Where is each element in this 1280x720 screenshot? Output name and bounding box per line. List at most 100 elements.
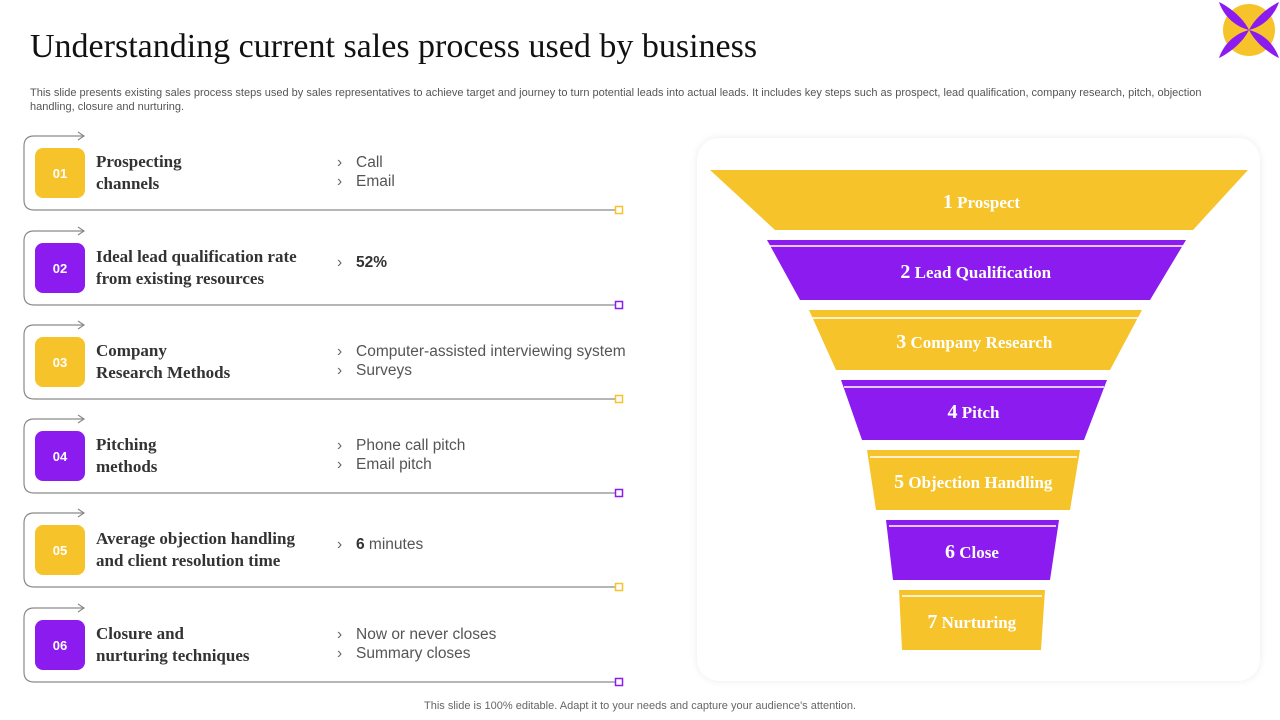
funnel-stage-label: 6 Close [945, 541, 999, 563]
step-detail-item: › Email [337, 172, 637, 191]
step-number-badge: 01 [35, 148, 85, 198]
step-bracket [23, 226, 624, 310]
chevron-right-icon: › [337, 626, 343, 643]
step-detail-item: › Phone call pitch [337, 436, 637, 455]
step-item: 05 Average objection handling and client r… [22, 508, 632, 592]
funnel-stage-label: 7 Nurturing [927, 611, 1016, 633]
funnel-stage-label: 3 Company Research [896, 331, 1053, 353]
step-bracket [23, 414, 624, 498]
step-number-badge: 02 [35, 243, 85, 293]
step-item: 04 Pitching methods › Phone call pitch › Email… [22, 414, 632, 498]
detail-text: Now or never closes [356, 626, 497, 643]
step-details: › 6 minutes [337, 535, 637, 554]
step-title: Prospecting channels [96, 151, 336, 195]
page-title: Understanding current sales process used… [30, 28, 758, 65]
funnel-card: 1 Prospect 2 Lead Qualification 3 Company … [697, 138, 1260, 681]
funnel-stage [767, 240, 1186, 300]
funnel-stage-name: Nurturing [942, 613, 1017, 632]
funnel-stage-label: 1 Prospect [943, 191, 1021, 213]
step-detail-item: › Surveys [337, 361, 637, 380]
step-title: Ideal lead qualification rate from existi… [96, 246, 336, 290]
step-bracket [23, 508, 624, 592]
funnel-stage [710, 170, 1248, 230]
funnel-stage [809, 310, 1142, 370]
step-details: › Phone call pitch › Email pitch [337, 436, 637, 474]
step-item: 06 Closure and nurturing techniques › Now or… [22, 603, 632, 687]
step-bracket [23, 320, 624, 404]
sales-funnel: 1 Prospect 2 Lead Qualification 3 Company … [710, 170, 1248, 650]
step-bracket [23, 131, 624, 215]
step-number-badge: 04 [35, 431, 85, 481]
step-title-line: channels [96, 174, 160, 193]
funnel-stage [886, 520, 1059, 580]
step-item: 01 Prospecting channels › Call › Email [22, 131, 632, 215]
step-title: Closure and nurturing techniques [96, 623, 336, 667]
funnel-stage [867, 450, 1080, 510]
step-detail-item: › Now or never closes [337, 625, 637, 644]
step-title: Company Research Methods [96, 340, 336, 384]
funnel-stage-number: 7 [927, 611, 937, 633]
funnel-stage-number: 4 [947, 401, 957, 423]
step-title: Pitching methods [96, 434, 336, 478]
funnel-stage-label: 5 Objection Handling [894, 471, 1053, 493]
step-bracket [23, 603, 624, 687]
detail-text: Phone call pitch [356, 437, 466, 454]
step-detail-item: › 52% [337, 253, 637, 272]
step-detail-item: › Summary closes [337, 644, 637, 663]
step-title: Average objection handling and client res… [96, 528, 336, 572]
chevron-right-icon: › [337, 456, 343, 473]
step-detail-item: › Email pitch [337, 455, 637, 474]
step-details: › Computer-assisted interviewing system › S… [337, 342, 637, 380]
funnel-stage-number: 1 [943, 191, 953, 213]
step-title-line: Prospecting [96, 152, 182, 171]
step-number-badge: 03 [35, 337, 85, 387]
step-title-line: and client resolution time [96, 551, 281, 570]
funnel-stage-number: 5 [894, 471, 904, 493]
step-title-line: Average objection handling [96, 529, 295, 548]
funnel-stage-label: 2 Lead Qualification [900, 261, 1051, 283]
detail-text: Email [356, 173, 395, 190]
funnel-stage-name: Prospect [957, 193, 1020, 212]
detail-text: Surveys [356, 362, 412, 379]
step-title-line: nurturing techniques [96, 646, 250, 665]
step-number-badge: 05 [35, 525, 85, 575]
funnel-stage [899, 590, 1045, 650]
funnel-stage [841, 380, 1107, 440]
step-item: 03 Company Research Methods › Computer-assis… [22, 320, 632, 404]
page-subtitle: This slide presents existing sales proce… [30, 87, 1202, 113]
step-detail-item: › Call [337, 153, 637, 172]
funnel-stage-name: Lead Qualification [915, 263, 1052, 282]
step-title-line: from existing resources [96, 269, 265, 288]
chevron-right-icon: › [337, 645, 343, 662]
chevron-right-icon: › [337, 536, 343, 553]
step-details: › 52% [337, 253, 637, 272]
chevron-right-icon: › [337, 173, 343, 190]
step-title-line: methods [96, 457, 158, 476]
step-title-line: Company [96, 341, 167, 360]
step-item: 02 Ideal lead qualification rate from exis… [22, 226, 632, 310]
funnel-stage-label: 4 Pitch [947, 401, 1000, 423]
funnel-stage-number: 3 [896, 331, 906, 353]
chevron-right-icon: › [337, 362, 343, 379]
funnel-stage-number: 2 [900, 261, 910, 283]
step-number-badge: 06 [35, 620, 85, 670]
flower-logo-icon [1219, 2, 1279, 58]
detail-value: 52% [356, 254, 388, 271]
footer-note: This slide is 100% editable. Adapt it to… [424, 700, 856, 712]
chevron-right-icon: › [337, 254, 343, 271]
step-detail-item: › Computer-assisted interviewing system [337, 342, 637, 361]
detail-value: 6 [356, 536, 365, 553]
detail-text: minutes [364, 536, 424, 553]
detail-text: Email pitch [356, 456, 432, 473]
chevron-right-icon: › [337, 343, 343, 360]
step-title-line: Closure and [96, 624, 185, 643]
chevron-right-icon: › [337, 437, 343, 454]
step-title-line: Ideal lead qualification rate [96, 247, 297, 266]
step-detail-item: › 6 minutes [337, 535, 637, 554]
funnel-stage-name: Pitch [962, 403, 1000, 422]
funnel-stage-name: Company Research [910, 333, 1052, 352]
funnel-stage-name: Objection Handling [908, 473, 1053, 492]
step-title-line: Research Methods [96, 363, 231, 382]
step-details: › Call › Email [337, 153, 637, 191]
funnel-stage-number: 6 [945, 541, 955, 563]
